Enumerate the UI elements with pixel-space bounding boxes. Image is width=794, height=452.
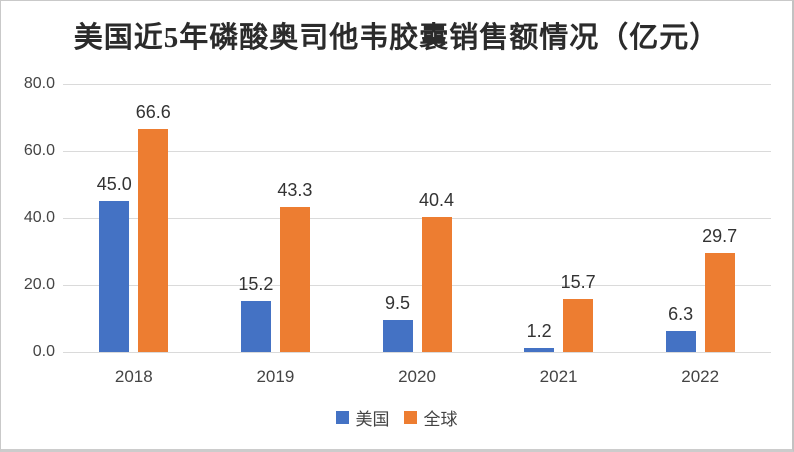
global-bar-value-2022: 29.7: [702, 225, 738, 246]
gridline-80.0: [63, 84, 771, 85]
legend-label-global: 全球: [423, 410, 458, 429]
us-bar-2021: [524, 347, 555, 352]
legend-swatch-us: [335, 411, 349, 424]
global-bar-value-2021: 15.7: [560, 272, 596, 293]
legend-item-global: 全球: [403, 405, 458, 430]
global-bar-value-2018: 66.6: [135, 101, 171, 122]
us-bar-value-2018: 45.0: [96, 174, 132, 195]
us-bar-2018: [99, 201, 130, 352]
global-bar-value-2019: 43.3: [277, 179, 313, 200]
x-axis-label-2021: 2021: [539, 367, 578, 386]
gridline-60.0: [63, 151, 771, 152]
us-bar-value-2021: 1.2: [526, 320, 552, 341]
x-axis-label-2018: 2018: [114, 367, 153, 386]
chart-title: 美国近5年磷酸奥司他韦胶囊销售额情况（亿元）: [73, 22, 720, 54]
y-axis-tick-80.0: 80.0: [23, 75, 55, 92]
x-axis-label-2020: 2020: [398, 367, 436, 386]
us-bar-2022: [665, 330, 696, 352]
global-bar-2019: [279, 206, 310, 352]
y-axis-tick-60.0: 60.0: [23, 142, 55, 159]
us-bar-value-2020: 9.5: [384, 293, 411, 314]
y-axis-tick-20.0: 20.0: [23, 276, 55, 293]
us-bar-value-2022: 6.3: [668, 303, 694, 324]
x-axis-label-2019: 2019: [256, 367, 295, 386]
global-bar-2022: [704, 252, 735, 352]
global-bar-2020: [421, 216, 452, 352]
x-axis-label-2022: 2022: [681, 367, 720, 386]
gridline-0.0: [63, 352, 771, 353]
legend-label-us: 美国: [355, 410, 390, 429]
us-bar-value-2019: 15.2: [238, 274, 274, 295]
legend: 美国 全球: [1, 405, 792, 430]
legend-item-us: 美国: [335, 405, 390, 430]
y-axis-tick-40.0: 40.0: [23, 209, 55, 226]
legend-swatch-global: [403, 411, 417, 424]
us-bar-2020: [382, 320, 413, 352]
global-bar-2018: [138, 128, 169, 352]
gridline-20.0: [63, 285, 771, 286]
global-bar-value-2020: 40.4: [418, 189, 455, 210]
gridline-40.0: [63, 218, 771, 219]
y-axis-tick-0.0: 0.0: [32, 343, 55, 360]
global-bar-2021: [563, 299, 594, 352]
us-bar-2019: [240, 301, 271, 352]
